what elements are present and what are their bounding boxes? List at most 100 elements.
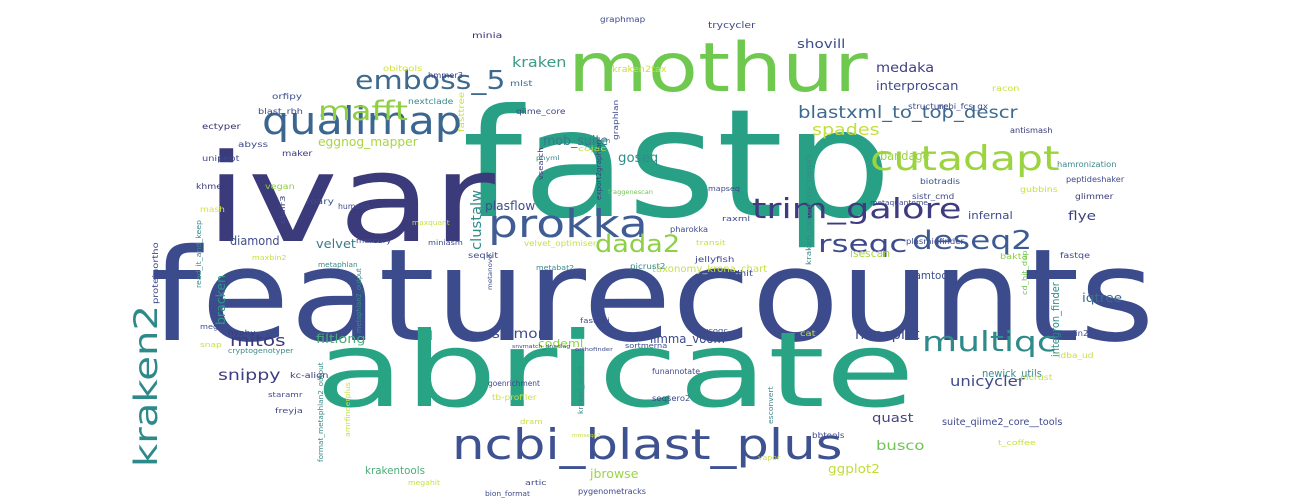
word-goseq: goseq [618,151,659,166]
word-multiqc: multiqc [922,325,1057,358]
word-tb-profiler: tb-profiler [492,393,537,402]
word-trim-galore: trim_galore [752,192,962,225]
word-ectyper: ectyper [202,122,241,131]
word-abricate: abricate [315,309,916,431]
word-velvet: velvet [316,237,357,251]
word-cdhit: cdhit [728,269,753,278]
word-velvet-optimiser: velvet_optimiser [524,239,597,248]
word-seqkit: seqkit [468,251,499,260]
word-qiime-core: qiime_core [516,107,566,116]
word-ncbi-fcs-gx: ncbi_fcs_gx [938,102,988,111]
word-cd-hit-dup: cd_hit_dup [1021,250,1029,295]
word-kraken2tax: kraken2tax [612,65,667,75]
word-bbtools: bbtools [812,431,845,440]
word-pharokka: pharokka [670,225,709,234]
word-snippy: snippy [218,366,281,384]
word-suite-qiime2-core-tools: suite_qiime2_core__tools [942,417,1063,428]
word-fastani: fastani [580,317,610,325]
word-sistr-cmd: sistr_cmd [912,192,955,201]
word-bakta: bakta [1000,252,1028,261]
word-picrust: picrust [1020,373,1053,382]
word-artic: artic [525,479,547,487]
word-pygenometracks: pygenometracks [578,487,647,496]
word-obitools: obitools [383,64,423,73]
word-isescan: isescan [850,247,891,260]
word-minia: minia [472,31,503,40]
word-mercury: mercury [356,237,392,245]
word-rseqc: rseqc [818,230,908,258]
word-abyss: abyss [238,140,269,149]
word-hamronization: hamronization [1057,160,1117,169]
word-vsearch: vsearch [537,147,545,180]
word-cryptogenotyper: cryptogenotyper [228,347,294,355]
word-kraken-taxonomy-report: kraken_taxonomy_report [805,154,813,265]
word-proteinortho: proteinortho [151,242,160,304]
word-diamond: diamond [230,234,280,248]
word-peptideshaker: peptideshaker [1066,175,1125,184]
word-roary: roary [306,197,334,206]
word-miniasm: miniasm [428,239,463,247]
word-snvmatch: snvmatch_dnadiag [512,344,571,350]
word-read-it-and-keep: read_it_and_keep [195,220,203,288]
word-codeml: codeml [538,337,584,350]
word-transit: transit [696,239,726,247]
word-racon: racon [992,84,1020,93]
word-deseq2: deseq2 [912,226,1033,256]
word-megahit: megahit [408,479,440,487]
word-amrfinderplus: amrfinderplus [344,382,352,437]
word-picrust2: picrust2 [630,262,666,271]
word-blastxml: blastxml_to_top_descr [798,103,1018,123]
word-format-metaphlan2-output: format_metaphlan2_output [317,362,325,462]
word-nanoplot: nanoplot [855,327,920,343]
word-plasmidfinder: plasmidfinder [906,237,964,246]
word-snap: snap [200,341,222,349]
word-metanovo: metanovo [487,254,494,290]
word-maxbin2: maxbin2 [252,254,287,262]
word-fastqe: fastqe [1060,251,1091,260]
word-integron-finder: integron_finder [1049,282,1062,357]
word-mash: mash [200,205,225,214]
word-metabat2: metabat2 [536,264,575,272]
word-busco: busco [876,439,925,454]
word-megan: megan [200,323,229,331]
word-kc-align: kc-align [290,371,329,380]
word-trycycler: trycycler [708,21,756,31]
word-export2graphlan: export2graphlan [595,139,603,200]
word-bion-format: bion_format [485,490,530,498]
word-ncbi-blast-plus: ncbi_blast_plus [452,420,843,469]
word-bandage: bandage [880,149,930,163]
word-prokka: prokka [488,202,648,246]
word-pycoqc: pycoqc [698,327,729,335]
word-medaka: medaka [876,61,935,76]
word-mapseq: mapseq [708,185,740,193]
word-mothur: mothur [568,29,868,108]
word-maker: maker [282,149,313,158]
word-dram: dram [520,418,543,426]
word-limma-voom: limma_voom [650,332,725,346]
word-featurecounts: featurecounts [150,222,1155,371]
word-goenrichment: goenrichment [488,379,540,388]
word-fastp: fastp [462,78,893,252]
word-mmseqs2: mmseqs2 [572,433,601,439]
word-spades: spades [812,120,880,139]
word-biotradis: biotradis [920,177,961,186]
word-metaquantome: metaquantome [870,199,928,207]
word-antismash: antismash [1010,126,1053,135]
word-salmon: salmon [492,327,548,342]
word-mlst: mlst [510,79,533,88]
word-shovill: shovill [797,37,846,51]
word-metaphlan2-output: metaphlan2_output [355,268,363,333]
word-t-coffee: t_coffee [998,439,1036,447]
word-graphmap: graphmap [600,15,646,24]
word-cat: cat [800,329,816,338]
word-structure: structure [908,102,949,111]
word-taxonomy-krona-chart: taxonomy_krona_chart [652,264,768,275]
word-seqsero2: seqsero2 [652,394,691,403]
word-dada2: dada2 [595,230,681,258]
word-maxquant: maxquant [412,219,450,227]
word-clustalw: clustalw [469,189,485,250]
word-ggplot2: ggplot2 [828,462,880,476]
word-unicycler: unicycler [950,374,1025,390]
word-hyphy: hyphy [228,329,256,337]
